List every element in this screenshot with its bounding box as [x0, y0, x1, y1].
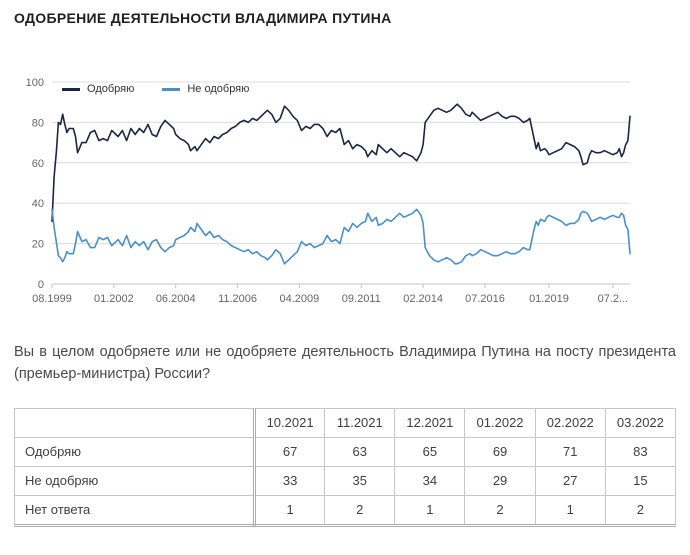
table-cell: 35: [324, 465, 396, 496]
legend-item-approve[interactable]: Одобряю: [62, 83, 134, 95]
table-header-cell: 10.2021: [253, 407, 326, 438]
table-row: Не одобряю 33 35 34 29 27 15: [14, 465, 677, 496]
table-header-row: 10.2021 11.2021 12.2021 01.2022 02.2022 …: [14, 407, 677, 438]
svg-text:09.2011: 09.2011: [342, 293, 381, 305]
legend-label-approve: Одобряю: [87, 83, 135, 95]
row-label: Нет ответа: [14, 494, 256, 527]
row-label: Одобряю: [14, 436, 256, 467]
survey-question: Вы в целом одобряете или не одобряете де…: [14, 344, 676, 383]
svg-text:20: 20: [32, 239, 44, 251]
approval-chart-svg: 0 20 40 60 80 100 08.1999 01.2002 06.2004 11.2006…: [26, 77, 631, 305]
legend-line-swatch-approve: [62, 87, 80, 91]
svg-text:60: 60: [32, 158, 44, 170]
table-header-cell: 11.2021: [324, 407, 396, 438]
svg-text:02.2014: 02.2014: [403, 293, 443, 305]
table-header-cell: 12.2021: [394, 407, 466, 438]
svg-text:04.2009: 04.2009: [280, 293, 320, 305]
table-cell: 1: [253, 494, 326, 527]
results-table: 10.2021 11.2021 12.2021 01.2022 02.2022 …: [14, 407, 677, 527]
table-header-cell: [14, 407, 256, 438]
svg-text:08.1999: 08.1999: [32, 293, 72, 305]
table-cell: 63: [324, 436, 396, 467]
approval-chart: Одобряю Не одобряю 0 20 40 60 80 100 08.1999 01…: [14, 70, 676, 315]
legend-label-disapprove: Не одобряю: [187, 83, 250, 95]
table-cell: 29: [464, 465, 536, 496]
table-cell: 15: [604, 465, 677, 496]
table-cell: 2: [464, 494, 536, 527]
table-cell: 71: [534, 436, 606, 467]
svg-text:07.2016: 07.2016: [465, 293, 505, 305]
table-cell: 27: [534, 465, 606, 496]
table-row: Одобряю 67 63 65 69 71 83: [14, 436, 677, 467]
table-cell: 1: [394, 494, 466, 527]
table-cell: 2: [324, 494, 396, 527]
table-cell: 2: [604, 494, 677, 527]
table-row: Нет ответа 1 2 1 2 1 2: [14, 494, 677, 527]
table-cell: 67: [253, 436, 326, 467]
svg-text:01.2002: 01.2002: [94, 293, 134, 305]
table-cell: 34: [394, 465, 466, 496]
svg-text:0: 0: [38, 279, 44, 291]
svg-text:80: 80: [32, 117, 44, 129]
row-label: Не одобряю: [14, 465, 256, 496]
table-cell: 33: [253, 465, 326, 496]
table-header-cell: 03.2022: [604, 407, 677, 438]
svg-text:07.2...: 07.2...: [598, 293, 629, 305]
page-title: ОДОБРЕНИЕ ДЕЯТЕЛЬНОСТИ ВЛАДИМИРА ПУТИНА: [14, 10, 392, 26]
table-cell: 1: [534, 494, 606, 527]
table-cell: 65: [394, 436, 466, 467]
svg-text:40: 40: [32, 198, 44, 210]
svg-text:11.2006: 11.2006: [218, 293, 257, 305]
table-cell: 83: [604, 436, 677, 467]
svg-text:100: 100: [26, 77, 44, 89]
table-cell: 69: [464, 436, 536, 467]
table-header-cell: 01.2022: [464, 407, 536, 438]
table-header-cell: 02.2022: [534, 407, 606, 438]
chart-legend: Одобряю Не одобряю: [62, 83, 249, 95]
legend-item-disapprove[interactable]: Не одобряю: [162, 83, 249, 95]
legend-line-swatch-disapprove: [162, 87, 181, 91]
svg-text:01.2019: 01.2019: [529, 293, 569, 305]
svg-text:06.2004: 06.2004: [156, 293, 196, 305]
